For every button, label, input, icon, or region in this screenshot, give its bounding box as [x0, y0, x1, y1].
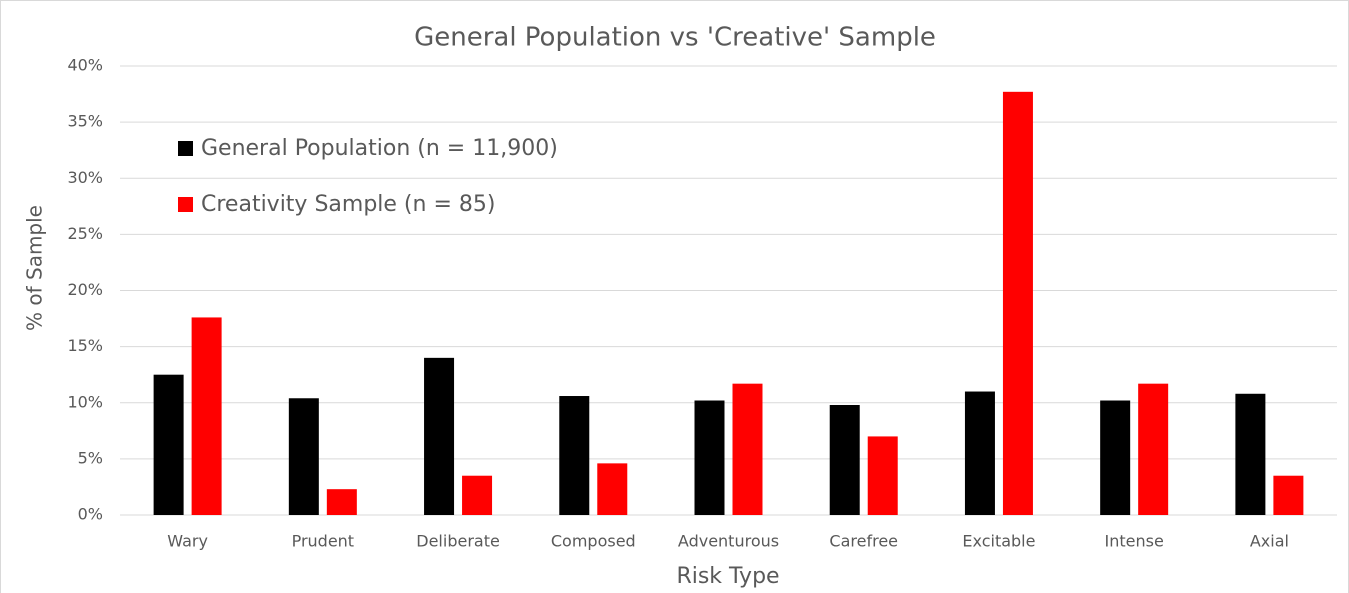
x-tick-label: Wary	[167, 532, 208, 551]
x-tick-label: Carefree	[829, 532, 898, 551]
bar	[1273, 475, 1304, 515]
x-tick-label: Intense	[1105, 532, 1164, 551]
bar	[288, 398, 319, 515]
legend-swatch	[178, 141, 193, 156]
bar	[597, 463, 628, 515]
bar	[1002, 91, 1033, 515]
bar	[829, 404, 860, 515]
bar	[1100, 400, 1131, 515]
bar	[559, 396, 590, 515]
y-tick-label: 20%	[67, 280, 103, 299]
x-tick-label: Deliberate	[416, 532, 500, 551]
y-tick-label: 40%	[67, 56, 103, 75]
y-tick-label: 25%	[67, 224, 103, 243]
y-tick-label: 0%	[78, 505, 103, 524]
bar	[1138, 383, 1169, 515]
x-tick-label: Excitable	[962, 532, 1035, 551]
x-tick-label: Composed	[551, 532, 636, 551]
bar	[732, 383, 763, 515]
bar	[694, 400, 725, 515]
chart-title: General Population vs 'Creative' Sample	[414, 23, 936, 53]
y-tick-label: 35%	[67, 112, 103, 131]
bar	[326, 489, 357, 515]
bar	[867, 436, 898, 515]
x-axis-label: Risk Type	[676, 564, 779, 589]
y-tick-label: 15%	[67, 336, 103, 355]
bar	[153, 374, 184, 515]
bar	[462, 475, 493, 515]
bar	[424, 357, 455, 515]
y-tick-label: 5%	[78, 448, 103, 467]
bar	[191, 317, 222, 515]
legend-swatch	[178, 197, 193, 212]
y-tick-label: 30%	[67, 168, 103, 187]
bar	[964, 391, 995, 515]
y-axis-label: % of Sample	[23, 205, 47, 331]
y-tick-label: 10%	[67, 392, 103, 411]
bar	[1235, 393, 1266, 515]
x-tick-label: Adventurous	[678, 532, 779, 551]
x-tick-label: Axial	[1250, 532, 1289, 551]
x-tick-label: Prudent	[292, 532, 355, 551]
legend-label: General Population (n = 11,900)	[201, 136, 558, 161]
legend-label: Creativity Sample (n = 85)	[201, 192, 495, 217]
